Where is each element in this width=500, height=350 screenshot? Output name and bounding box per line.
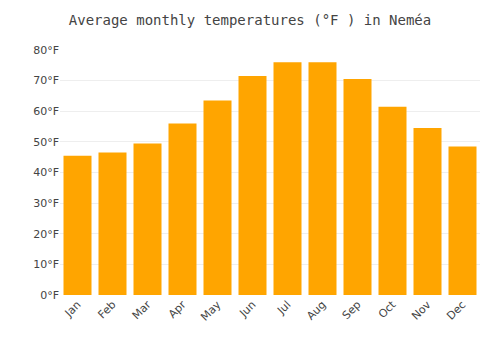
svg-text:20°F: 20°F — [33, 228, 59, 241]
svg-text:Jul: Jul — [274, 298, 293, 317]
svg-text:70°F: 70°F — [33, 74, 59, 87]
svg-text:0°F: 0°F — [40, 289, 59, 302]
svg-text:Jan: Jan — [62, 298, 84, 320]
svg-text:May: May — [198, 298, 224, 324]
svg-text:Dec: Dec — [444, 298, 468, 322]
svg-text:60°F: 60°F — [33, 105, 59, 118]
svg-text:30°F: 30°F — [33, 197, 59, 210]
svg-text:80°F: 80°F — [33, 44, 59, 57]
svg-text:Apr: Apr — [166, 298, 189, 321]
svg-text:Sep: Sep — [340, 298, 364, 322]
svg-text:40°F: 40°F — [33, 166, 59, 179]
svg-text:50°F: 50°F — [33, 136, 59, 149]
svg-text:Oct: Oct — [376, 298, 399, 321]
svg-text:Average monthly temperatures (: Average monthly temperatures (°F ) in Ne… — [69, 12, 431, 28]
svg-text:Aug: Aug — [304, 298, 328, 322]
svg-text:Nov: Nov — [409, 298, 434, 323]
svg-text:Feb: Feb — [96, 298, 119, 321]
svg-text:10°F: 10°F — [33, 258, 59, 271]
svg-text:Mar: Mar — [130, 298, 154, 322]
svg-text:Jun: Jun — [236, 298, 258, 320]
